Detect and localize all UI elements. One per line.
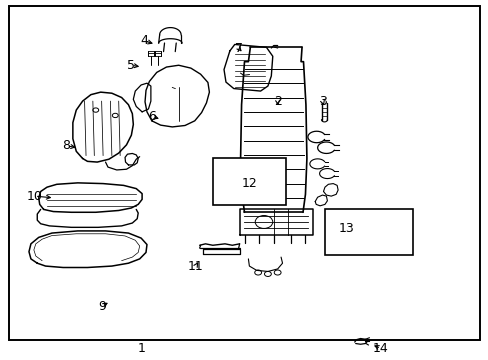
Text: 4: 4	[141, 34, 148, 48]
Bar	[325, 209, 412, 255]
Text: 14: 14	[372, 342, 388, 355]
Text: 11: 11	[187, 260, 203, 273]
Text: 7: 7	[234, 41, 242, 54]
Bar	[212, 158, 285, 205]
Text: 3: 3	[318, 95, 326, 108]
Text: 1: 1	[138, 342, 146, 355]
Text: 2: 2	[273, 95, 281, 108]
Text: 12: 12	[241, 177, 257, 190]
Text: 5: 5	[127, 59, 135, 72]
Text: 9: 9	[98, 300, 106, 313]
Text: 10: 10	[27, 190, 42, 203]
Text: 8: 8	[62, 139, 70, 152]
Text: 6: 6	[147, 110, 156, 123]
Text: 13: 13	[338, 222, 354, 235]
